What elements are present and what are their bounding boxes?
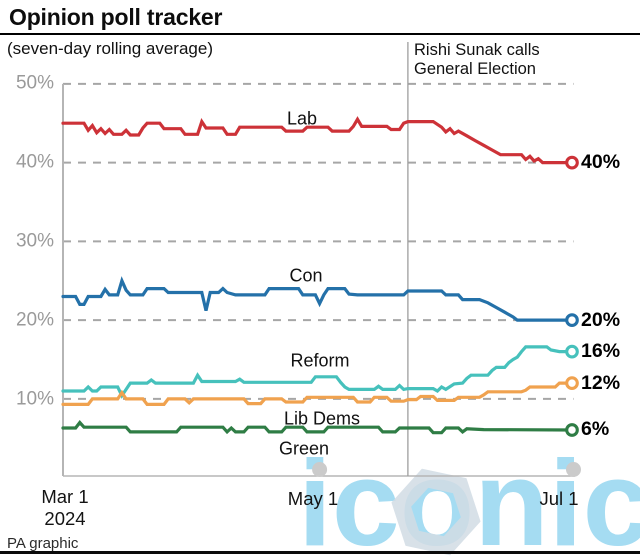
xtick-may1: May 1 — [287, 488, 339, 509]
x-axis-dot — [566, 462, 581, 477]
election-annotation: Rishi Sunak calls General Election — [414, 41, 540, 79]
xtick-mar1: Mar 1 — [41, 486, 89, 507]
ytick-30: 30% — [15, 230, 54, 252]
end-value-lab: 40% — [581, 151, 621, 174]
series-line-lab — [61, 116, 574, 165]
series-endpoint-reform — [565, 344, 579, 359]
hexagon-logo-shape — [391, 468, 481, 556]
series-endpoint-lab — [565, 155, 579, 170]
ytick-40: 40% — [15, 151, 54, 173]
end-value-con: 20% — [581, 309, 621, 332]
series-line-green — [61, 419, 574, 435]
series-line-con — [61, 276, 574, 322]
election-annotation-line1: Rishi Sunak calls — [414, 41, 540, 59]
ytick-20: 20% — [15, 309, 54, 331]
series-label-green: Green — [278, 438, 330, 459]
series-line-reform — [61, 345, 574, 399]
chart-subtitle: (seven-day rolling average) — [7, 39, 213, 58]
page-title: Opinion poll tracker — [9, 4, 223, 30]
series-label-reform: Reform — [290, 350, 350, 371]
series-label-con: Con — [289, 265, 323, 286]
xtick-mar1-year: 2024 — [44, 508, 86, 529]
election-annotation-line2: General Election — [414, 60, 536, 78]
end-value-reform: 16% — [581, 340, 621, 363]
x-axis-dot — [312, 462, 328, 477]
end-value-libdems: 12% — [581, 372, 621, 395]
series-endpoint-lib-dems — [565, 376, 579, 390]
bottom-rule — [0, 551, 640, 555]
series-endpoint-con — [565, 313, 579, 327]
ytick-10: 10% — [15, 388, 54, 410]
series-label-lab: Lab — [286, 108, 318, 129]
title-rule — [0, 33, 640, 35]
xtick-jul1: Jul 1 — [539, 488, 579, 509]
series-line-lib-dems — [61, 381, 574, 406]
source-credit: PA graphic — [7, 535, 79, 552]
series-label-libdems: Lib Dems — [283, 408, 361, 429]
end-value-green: 6% — [581, 418, 610, 441]
series-endpoint-green — [565, 423, 579, 437]
ytick-50: 50% — [15, 72, 54, 94]
hexagon-logo-icon — [391, 468, 481, 556]
